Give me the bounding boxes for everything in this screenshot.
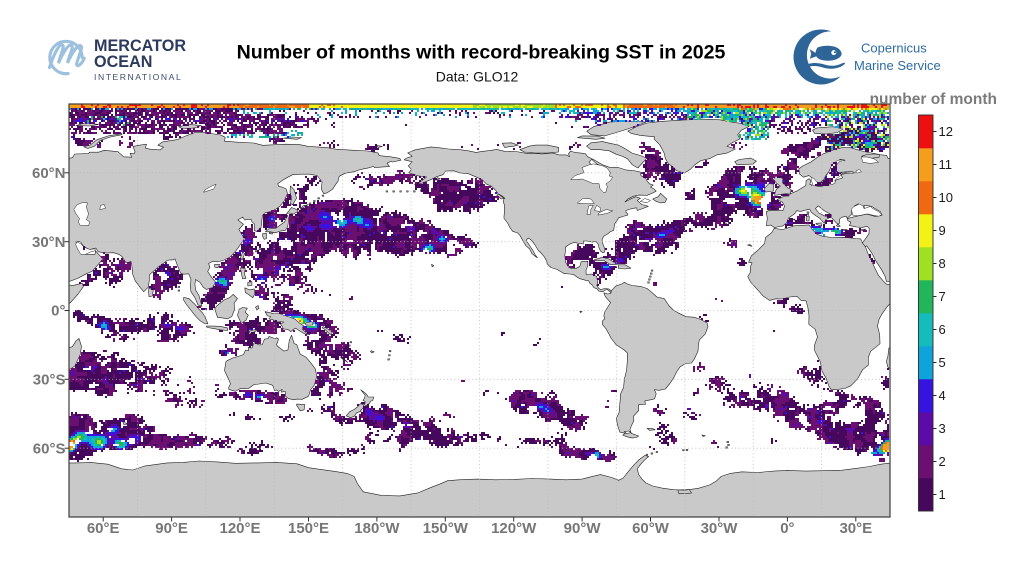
svg-text:Copernicus: Copernicus: [861, 41, 927, 56]
svg-text:INTERNATIONAL: INTERNATIONAL: [94, 72, 182, 82]
svg-text:4: 4: [939, 388, 946, 403]
svg-text:30°N: 30°N: [32, 234, 66, 251]
svg-text:8: 8: [939, 256, 946, 271]
svg-text:150°W: 150°W: [423, 520, 469, 537]
svg-text:90°W: 90°W: [564, 520, 602, 537]
svg-text:0°: 0°: [780, 520, 794, 537]
svg-text:60°S: 60°S: [33, 440, 66, 457]
svg-text:MERCATOR: MERCATOR: [94, 37, 186, 55]
svg-text:2: 2: [939, 454, 946, 469]
svg-text:6: 6: [939, 322, 946, 337]
svg-text:12: 12: [939, 124, 953, 139]
svg-text:10: 10: [939, 190, 953, 205]
svg-text:1: 1: [939, 487, 946, 502]
svg-text:Marine Service: Marine Service: [854, 58, 941, 73]
svg-text:3: 3: [939, 421, 946, 436]
svg-text:120°E: 120°E: [219, 520, 260, 537]
svg-text:150°E: 150°E: [288, 520, 329, 537]
svg-text:0°: 0°: [51, 303, 65, 320]
svg-text:60°W: 60°W: [632, 520, 670, 537]
svg-text:120°W: 120°W: [491, 520, 537, 537]
svg-text:Data: GLO12: Data: GLO12: [436, 69, 519, 85]
svg-text:7: 7: [939, 289, 946, 304]
svg-text:60°E: 60°E: [87, 520, 120, 537]
svg-text:30°S: 30°S: [33, 372, 66, 389]
svg-text:9: 9: [939, 223, 946, 238]
svg-text:60°N: 60°N: [32, 165, 66, 182]
svg-text:number of month: number of month: [870, 91, 997, 108]
svg-text:30°W: 30°W: [701, 520, 739, 537]
svg-text:11: 11: [939, 157, 953, 172]
svg-text:90°E: 90°E: [155, 520, 188, 537]
svg-text:180°W: 180°W: [354, 520, 400, 537]
svg-text:OCEAN: OCEAN: [94, 53, 152, 71]
svg-text:30°E: 30°E: [839, 520, 872, 537]
svg-text:Number of months with record-b: Number of months with record-breaking SS…: [237, 42, 726, 64]
svg-text:5: 5: [939, 355, 946, 370]
